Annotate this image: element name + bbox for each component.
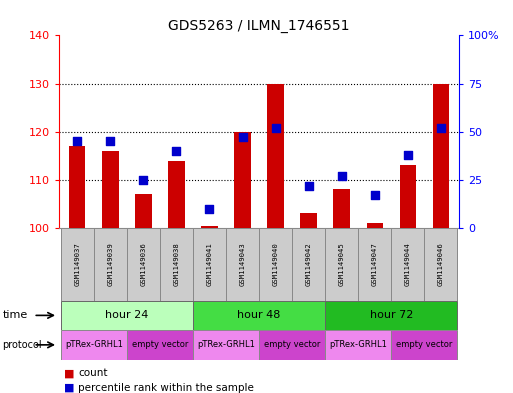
Point (338, 173, 346, 179)
Bar (201, 226, 218, 228)
Bar (168, 160, 185, 228)
Text: GSM1149039: GSM1149039 (107, 242, 113, 286)
Text: GSM1149044: GSM1149044 (405, 242, 411, 286)
Bar (193, 228, 226, 301)
Text: GSM1149045: GSM1149045 (339, 242, 345, 286)
Bar (400, 165, 416, 228)
Bar (61, 330, 127, 360)
Text: ■: ■ (64, 368, 74, 378)
Bar (193, 330, 259, 360)
Text: GSM1149041: GSM1149041 (206, 242, 212, 286)
Text: ■: ■ (64, 383, 74, 393)
Bar (391, 330, 458, 360)
Text: hour 72: hour 72 (370, 310, 413, 320)
Bar (367, 223, 383, 228)
Text: GSM1149040: GSM1149040 (272, 242, 279, 286)
Bar (102, 151, 119, 228)
Bar (301, 213, 317, 228)
Text: time: time (3, 310, 28, 320)
Text: GSM1149042: GSM1149042 (306, 242, 312, 286)
Bar (127, 228, 160, 301)
Point (404, 152, 412, 158)
Bar (333, 189, 350, 228)
Title: GDS5263 / ILMN_1746551: GDS5263 / ILMN_1746551 (168, 19, 350, 33)
Text: GSM1149047: GSM1149047 (372, 242, 378, 286)
Bar (259, 330, 325, 360)
Bar (325, 228, 358, 301)
Bar (61, 301, 193, 330)
Point (437, 125, 445, 131)
Text: protocol: protocol (3, 340, 42, 350)
Bar (424, 228, 458, 301)
Bar (135, 194, 151, 228)
Bar (267, 83, 284, 228)
Bar (325, 301, 458, 330)
Bar (193, 301, 325, 330)
Text: GSM1149037: GSM1149037 (74, 242, 80, 286)
Text: GSM1149046: GSM1149046 (438, 242, 444, 286)
Bar (391, 228, 424, 301)
Bar (325, 330, 391, 360)
Text: percentile rank within the sample: percentile rank within the sample (78, 383, 254, 393)
Point (73, 138, 81, 144)
Bar (61, 228, 94, 301)
Bar (226, 228, 259, 301)
Text: GSM1149036: GSM1149036 (141, 242, 146, 286)
Point (271, 125, 280, 131)
Point (305, 182, 313, 189)
Text: GSM1149038: GSM1149038 (173, 242, 180, 286)
Text: empty vector: empty vector (396, 340, 452, 349)
Point (106, 138, 114, 144)
Bar (432, 83, 449, 228)
Text: pTRex-GRHL1: pTRex-GRHL1 (329, 340, 387, 349)
Bar (259, 228, 292, 301)
Text: hour 24: hour 24 (105, 310, 148, 320)
Text: hour 48: hour 48 (238, 310, 281, 320)
Bar (127, 330, 193, 360)
Bar (94, 228, 127, 301)
Point (172, 148, 181, 154)
Text: count: count (78, 368, 108, 378)
Text: GSM1149043: GSM1149043 (240, 242, 246, 286)
Bar (69, 146, 86, 228)
Text: empty vector: empty vector (264, 340, 320, 349)
Bar (358, 228, 391, 301)
Text: empty vector: empty vector (132, 340, 188, 349)
Point (239, 134, 247, 141)
Point (139, 176, 147, 183)
Bar (160, 228, 193, 301)
Text: pTRex-GRHL1: pTRex-GRHL1 (197, 340, 255, 349)
Point (205, 206, 213, 212)
Bar (292, 228, 325, 301)
Point (371, 192, 379, 198)
Text: pTRex-GRHL1: pTRex-GRHL1 (65, 340, 123, 349)
Bar (234, 132, 251, 228)
